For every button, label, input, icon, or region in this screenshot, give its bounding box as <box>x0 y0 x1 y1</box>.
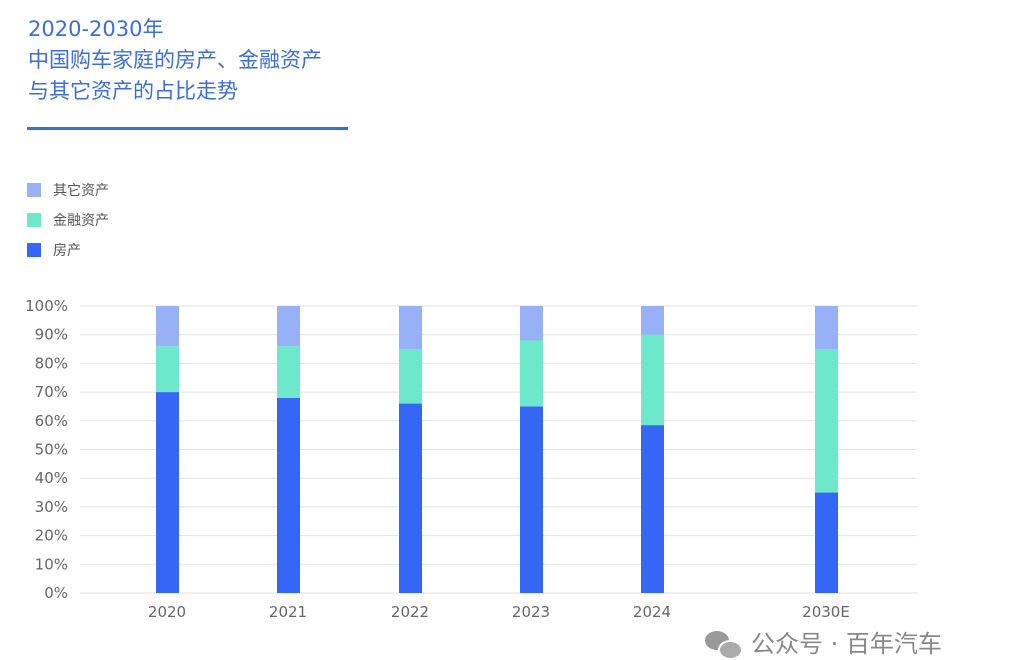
watermark-text: 公众号 · 百年汽车 <box>751 630 942 658</box>
x-tick-label: 2030E <box>802 603 850 621</box>
y-tick-label: 60% <box>35 412 68 430</box>
chart-title-line-3: 与其它资产的占比走势 <box>28 79 238 103</box>
y-tick-label: 40% <box>35 469 68 487</box>
bar-segment-other <box>815 306 838 350</box>
bar-segment-other <box>641 306 664 335</box>
bar-segment-financial <box>277 346 300 398</box>
legend: 其它资产 金融资产 房产 <box>27 175 109 265</box>
wechat-icon <box>705 630 743 660</box>
bar-segment-house <box>277 397 300 593</box>
x-tick-label: 2021 <box>269 603 307 621</box>
y-tick-label: 10% <box>35 555 68 573</box>
legend-item-financial: 金融资产 <box>27 205 109 235</box>
legend-swatch <box>27 213 41 227</box>
legend-item-house: 房产 <box>27 235 109 265</box>
y-tick-label: 70% <box>35 383 68 401</box>
x-tick-label: 2020 <box>148 603 186 621</box>
bar-segment-other <box>156 306 179 347</box>
bar-segment-house <box>520 406 543 593</box>
bar-segment-house <box>815 492 838 593</box>
y-tick-label: 80% <box>35 354 68 372</box>
title-underline <box>27 127 348 130</box>
y-tick-label: 100% <box>25 297 68 315</box>
bar-segment-house <box>399 403 422 593</box>
bar-segment-other <box>520 306 543 341</box>
bar-segment-financial <box>520 340 543 407</box>
chart-title-line-1: 2020-2030年 <box>28 17 164 41</box>
bar-segment-financial <box>641 334 664 426</box>
bar-segment-other <box>399 306 422 350</box>
legend-label: 房产 <box>53 243 81 259</box>
bar-segment-house <box>156 392 179 593</box>
y-tick-label: 50% <box>35 441 68 459</box>
legend-swatch <box>27 243 41 257</box>
bar-segment-other <box>277 306 300 347</box>
y-tick-label: 0% <box>44 584 68 602</box>
y-tick-label: 30% <box>35 498 68 516</box>
x-tick-label: 2022 <box>391 603 429 621</box>
legend-label: 其它资产 <box>53 183 109 199</box>
legend-label: 金融资产 <box>53 213 109 229</box>
legend-swatch <box>27 183 41 197</box>
chart-title-line-2: 中国购车家庭的房产、金融资产 <box>28 48 322 72</box>
y-tick-label: 20% <box>35 527 68 545</box>
watermark: 公众号 · 百年汽车 <box>705 630 942 660</box>
y-tick-label: 90% <box>35 326 68 344</box>
x-tick-label: 2024 <box>633 603 671 621</box>
bar-segment-financial <box>815 349 838 493</box>
legend-item-other: 其它资产 <box>27 175 109 205</box>
x-tick-label: 2023 <box>512 603 550 621</box>
bar-segment-financial <box>156 346 179 393</box>
bar-segment-financial <box>399 349 422 404</box>
bar-segment-house <box>641 425 664 593</box>
